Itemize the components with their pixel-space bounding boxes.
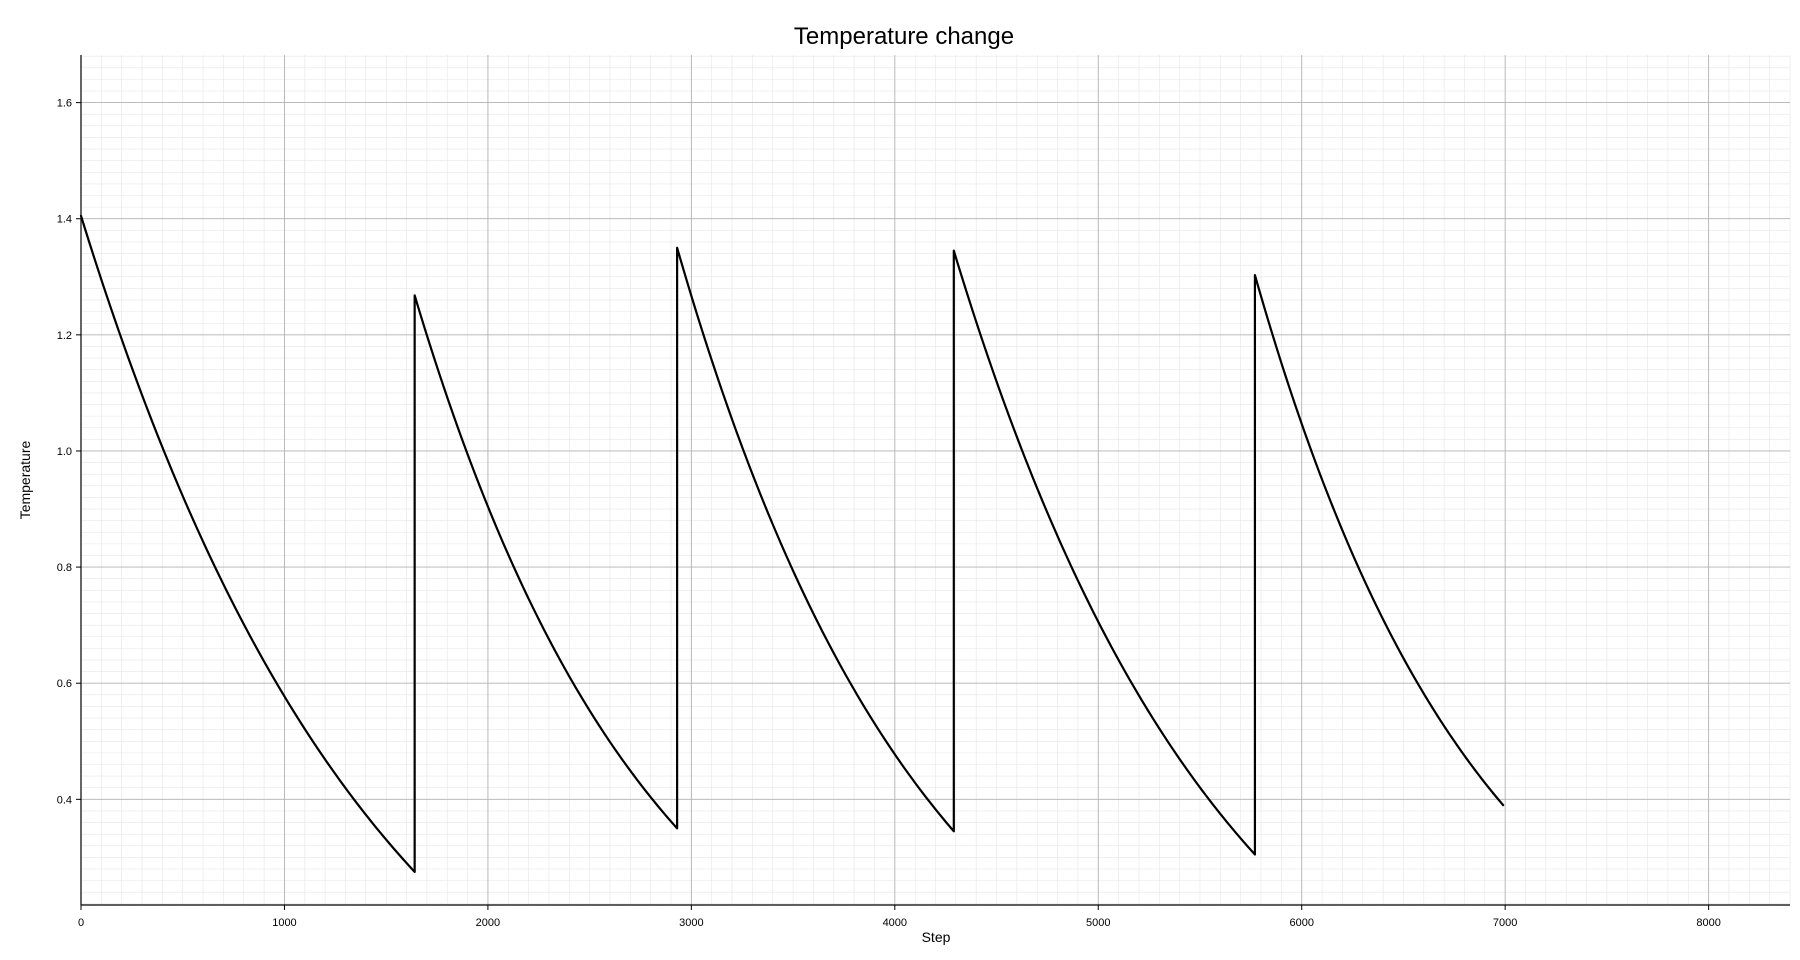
x-tick-label: 3000: [679, 917, 703, 929]
y-tick-label: 1.0: [57, 446, 72, 458]
x-tick-label: 7000: [1493, 917, 1517, 929]
x-tick-label: 2000: [476, 917, 500, 929]
y-tick-label: 0.6: [57, 678, 72, 690]
y-tick-label: 1.2: [57, 330, 72, 342]
x-tick-label: 5000: [1086, 917, 1110, 929]
x-tick-label: 0: [78, 917, 84, 929]
y-tick-label: 0.8: [57, 562, 72, 574]
ticks: 0 1000 2000 3000 4000 5000 6000 7000 8000 0.4 0.6 0…: [57, 98, 1721, 929]
y-tick-label: 0.4: [57, 794, 72, 806]
major-grid: [80, 55, 1790, 905]
x-axis-label: Step: [922, 929, 951, 945]
x-tick-label: 6000: [1289, 917, 1313, 929]
y-tick-label: 1.4: [57, 214, 72, 226]
temperature-line: [79, 214, 1505, 874]
y-axis-label: Temperature: [17, 440, 33, 519]
x-tick-label: 1000: [272, 917, 296, 929]
series-line: [79, 214, 1505, 874]
x-tick-label: 8000: [1696, 917, 1720, 929]
chart-title: Temperature change: [794, 23, 1014, 50]
x-tick-label: 4000: [883, 917, 907, 929]
y-tick-label: 1.6: [57, 98, 72, 110]
